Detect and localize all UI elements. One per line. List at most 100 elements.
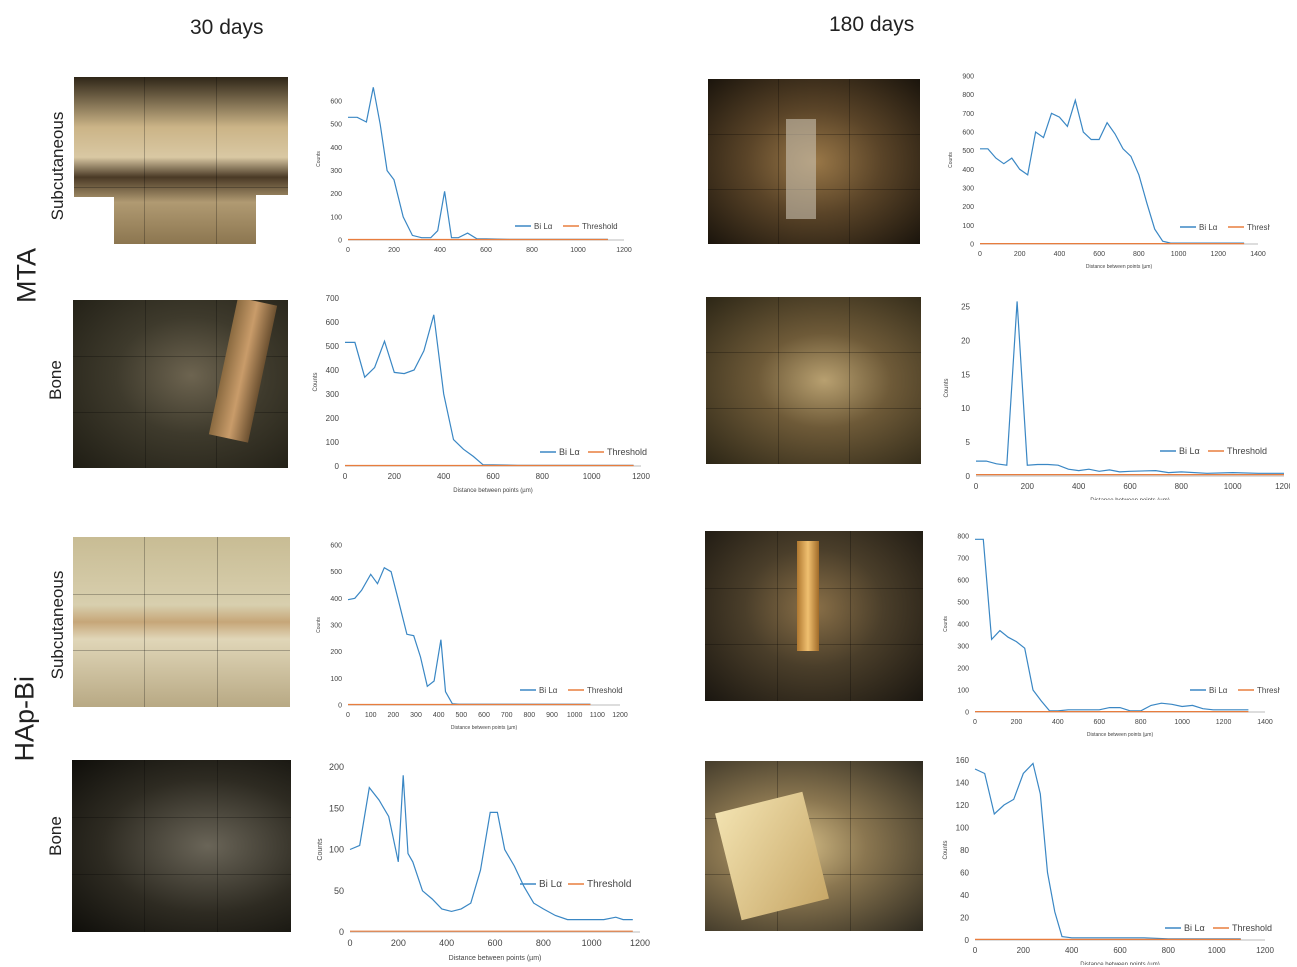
series-line-bi <box>349 775 633 921</box>
series-line-bi <box>348 87 608 240</box>
micrograph-mta-bone-180d <box>706 297 921 464</box>
y-axis-label: Counts <box>313 372 319 391</box>
x-tick-label: 600 <box>487 938 502 948</box>
line-chart-mta-subcutaneous-180d: 0 100 200 300 400 500 600 700 800 900 0 200 400 600 80… <box>948 73 1270 270</box>
y-tick-label: 300 <box>326 390 340 399</box>
y-axis-label: Counts <box>316 617 322 633</box>
y-tick-label: 600 <box>330 99 342 106</box>
legend-label: Threshold <box>607 447 647 457</box>
series-line-bi <box>974 762 1241 940</box>
x-tick-label: 500 <box>455 712 467 719</box>
y-tick-label: 100 <box>962 223 974 230</box>
x-tick-label: 1200 <box>612 712 628 719</box>
x-tick-label: 200 <box>388 472 402 481</box>
column-title-30-days: 30 days <box>190 16 264 39</box>
y-tick-label: 700 <box>962 111 974 118</box>
y-tick-label: 500 <box>957 599 969 606</box>
y-tick-label: 0 <box>338 237 342 244</box>
y-tick-label: 20 <box>960 913 969 922</box>
legend-label: Threshold <box>1227 446 1267 456</box>
legend-label: Threshold <box>1247 223 1270 232</box>
legend-label: Threshold <box>1232 923 1272 933</box>
y-tick-label: 80 <box>960 846 969 855</box>
x-axis-label: Distance between points (µm) <box>1086 264 1153 270</box>
line-chart-mta-bone-180d: 0 5 10 15 20 25 0 200 400 600 800 1000 1200 Distance … <box>944 301 1290 500</box>
x-tick-label: 600 <box>478 712 490 719</box>
micrograph-hapbi-bone-30d <box>72 760 291 932</box>
x-tick-label: 1400 <box>1257 719 1273 726</box>
line-chart-mta-bone-30d: 0 100 200 300 400 500 600 700 0 200 400 600 800 1000 1… <box>313 294 650 494</box>
legend-label: Bi Lα <box>534 222 553 231</box>
x-tick-label: 1200 <box>1216 719 1232 726</box>
group-label-hap-bi: HAp-Bi <box>9 675 40 762</box>
line-chart-hapbi-bone-30d: 0 50 100 150 200 0 200 400 600 800 1000 1200 Distanc… <box>317 762 650 962</box>
x-tick-label: 400 <box>439 938 454 948</box>
x-tick-label: 1100 <box>590 712 605 719</box>
x-axis-label: Distance between points (µm) <box>453 488 533 494</box>
x-tick-label: 400 <box>433 712 445 719</box>
legend-label: Bi Lα <box>1209 686 1228 695</box>
y-tick-label: 0 <box>965 709 969 716</box>
line-chart-mta-subcutaneous-30d: 0 100 200 300 400 500 600 0 200 400 600 800 1000 1200… <box>316 87 632 254</box>
x-tick-label: 600 <box>486 472 500 481</box>
y-axis-label: Counts <box>948 152 954 168</box>
y-tick-label: 600 <box>326 318 340 327</box>
x-axis-label: Distance between points (µm) <box>1080 962 1160 965</box>
y-tick-label: 200 <box>330 649 342 656</box>
y-tick-label: 40 <box>960 891 969 900</box>
y-tick-label: 0 <box>335 462 340 471</box>
y-tick-label: 200 <box>962 204 974 211</box>
x-tick-label: 900 <box>546 712 558 719</box>
y-tick-label: 600 <box>957 577 969 584</box>
x-tick-label: 800 <box>526 247 538 254</box>
y-tick-label: 300 <box>330 622 342 629</box>
x-tick-label: 0 <box>347 938 352 948</box>
y-axis-label: Counts <box>944 378 950 397</box>
x-axis-label: Distance between points (µm) <box>449 955 542 962</box>
x-tick-label: 200 <box>391 938 406 948</box>
x-tick-label: 1200 <box>630 938 650 948</box>
micrograph-mta-subcutaneous-180d <box>708 79 920 244</box>
x-tick-label: 1200 <box>1275 482 1290 491</box>
y-axis-label: Counts <box>943 840 949 859</box>
x-tick-label: 200 <box>1011 719 1023 726</box>
x-tick-label: 1000 <box>567 712 583 719</box>
x-tick-label: 1000 <box>570 247 586 254</box>
y-tick-label: 400 <box>330 596 342 603</box>
x-tick-label: 200 <box>1021 482 1035 491</box>
y-tick-label: 500 <box>330 122 342 129</box>
row-label-subcutaneous-mta: Subcutaneous <box>48 111 67 221</box>
y-tick-label: 120 <box>956 801 970 810</box>
y-axis-label: Counts <box>317 838 324 861</box>
line-chart-hapbi-bone-180d: 0 20 40 60 80 100 120 140 160 0 200 400 600 800 1000 12… <box>943 756 1274 965</box>
x-tick-label: 0 <box>343 472 348 481</box>
x-tick-label: 300 <box>410 712 422 719</box>
legend-label: Threshold <box>587 686 623 695</box>
x-tick-label: 1000 <box>1174 719 1190 726</box>
row-label-bone-hapbi: Bone <box>46 816 65 856</box>
x-tick-label: 200 <box>1017 946 1031 955</box>
y-tick-label: 200 <box>957 665 969 672</box>
y-tick-label: 900 <box>962 73 974 80</box>
y-tick-label: 300 <box>330 168 342 175</box>
x-tick-label: 0 <box>978 251 982 258</box>
legend-label: Bi Lα <box>1179 446 1200 456</box>
y-axis-label: Counts <box>943 616 949 632</box>
y-tick-label: 100 <box>326 438 340 447</box>
x-tick-label: 1000 <box>1208 946 1226 955</box>
y-tick-label: 600 <box>330 542 342 549</box>
row-label-bone-mta: Bone <box>46 360 65 400</box>
x-tick-label: 800 <box>1135 719 1147 726</box>
legend-label: Threshold <box>587 879 631 890</box>
y-tick-label: 100 <box>330 214 342 221</box>
x-tick-label: 600 <box>1113 946 1127 955</box>
x-tick-label: 400 <box>1052 719 1064 726</box>
series-line-bi <box>345 314 634 466</box>
x-tick-label: 600 <box>1123 482 1137 491</box>
y-tick-label: 200 <box>330 191 342 198</box>
y-tick-label: 400 <box>962 167 974 174</box>
legend-label: Bi Lα <box>559 447 580 457</box>
y-tick-label: 140 <box>956 778 970 787</box>
y-tick-label: 15 <box>961 370 970 379</box>
x-tick-label: 800 <box>536 472 550 481</box>
